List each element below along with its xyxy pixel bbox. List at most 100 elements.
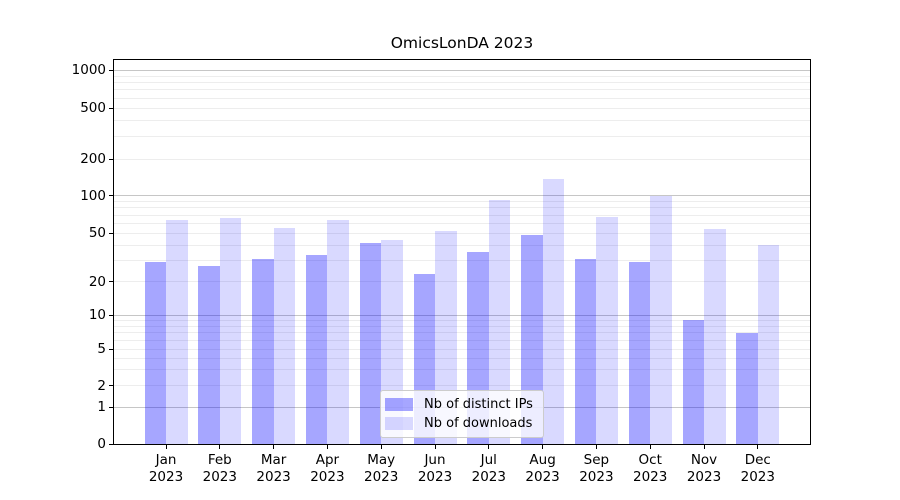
legend-row-distinct-ips: Nb of distinct IPs (385, 395, 537, 414)
bar-downloads-aug (542, 178, 565, 444)
bar-distinct-ips-mar (252, 258, 274, 444)
bar-downloads-nov (704, 229, 726, 444)
y-tick-label: 200 (80, 151, 106, 168)
x-tick-label: Jan 2023 (148, 452, 184, 485)
x-tick-label: Feb 2023 (202, 452, 237, 485)
x-tick (649, 445, 651, 449)
y-tick (109, 348, 113, 350)
gridline-minor (114, 339, 810, 341)
y-tick-label: 1 (97, 399, 106, 416)
bar-distinct-ips-oct (628, 262, 651, 444)
y-tick (109, 107, 113, 109)
bar-downloads-jul (488, 200, 511, 444)
x-tick (595, 445, 597, 449)
gridline-minor (114, 200, 810, 202)
gridline-minor (114, 75, 810, 77)
y-tick-label: 5 (97, 341, 106, 358)
x-tick (703, 445, 705, 449)
gridline-major (114, 314, 810, 316)
y-tick-label: 0 (97, 436, 106, 452)
gridline-minor (114, 214, 810, 216)
x-tick-label: Nov 2023 (686, 452, 722, 485)
y-tick (109, 406, 113, 408)
x-tick (273, 445, 275, 449)
gridline-minor (114, 281, 810, 283)
x-tick (757, 445, 759, 449)
x-tick-label: Jul 2023 (471, 452, 506, 485)
y-tick-label: 20 (88, 273, 106, 290)
gridline-minor (114, 348, 810, 350)
y-tick (109, 314, 113, 316)
bar-downloads-dec (757, 245, 780, 444)
legend-label-distinct-ips: Nb of distinct IPs (424, 397, 533, 412)
y-tick-label: 100 (80, 187, 106, 204)
gridline-minor (114, 136, 810, 138)
x-tick (542, 445, 544, 449)
y-tick (109, 385, 113, 387)
gridline-minor (114, 357, 810, 359)
y-tick-label: 1000 (71, 62, 106, 79)
y-tick-label: 500 (80, 100, 106, 117)
bar-downloads-jan (166, 219, 188, 444)
gridline-minor (114, 332, 810, 334)
y-tick-label: 50 (88, 225, 106, 242)
gridline-minor (114, 107, 810, 109)
gridline-minor (114, 369, 810, 371)
plot-area (113, 59, 811, 445)
bar-distinct-ips-feb (198, 265, 220, 444)
legend-swatch-distinct-ips (385, 398, 413, 411)
bar-downloads-feb (219, 218, 242, 444)
y-tick-label: 10 (88, 307, 106, 323)
gridline-minor (114, 222, 810, 224)
bar-distinct-ips-nov (682, 320, 704, 444)
gridline-minor (114, 325, 810, 327)
x-tick-label: Dec 2023 (740, 452, 775, 485)
bar-distinct-ips-apr (305, 255, 328, 444)
x-tick (165, 445, 167, 449)
y-tick (109, 232, 113, 234)
gridline-minor (114, 385, 810, 387)
y-tick (109, 443, 113, 445)
x-tick-label: Mar 2023 (256, 452, 291, 485)
y-tick (109, 158, 113, 160)
gridline-minor (114, 158, 810, 160)
bar-distinct-ips-dec (736, 332, 758, 444)
bar-downloads-apr (327, 219, 349, 444)
x-tick-label: Aug 2023 (525, 452, 560, 485)
gridline-minor (114, 259, 810, 261)
bar-distinct-ips-sep (574, 258, 597, 444)
legend-row-downloads: Nb of downloads (385, 414, 537, 433)
legend: Nb of distinct IPs Nb of downloads (380, 390, 544, 438)
bar-downloads-mar (273, 228, 296, 444)
y-tick (109, 69, 113, 71)
x-tick-label: Apr 2023 (310, 452, 345, 485)
x-tick-label: Jun 2023 (417, 452, 453, 485)
x-tick (219, 445, 221, 449)
gridline-minor (114, 232, 810, 234)
bar-downloads-sep (596, 217, 618, 444)
legend-swatch-downloads (385, 417, 413, 430)
y-tick (109, 195, 113, 197)
gridline-minor (114, 120, 810, 122)
gridline-minor (114, 207, 810, 209)
gridline-major (114, 69, 810, 71)
gridline-minor (114, 97, 810, 99)
x-tick (326, 445, 328, 449)
x-tick-label: Oct 2023 (633, 452, 668, 485)
gridline-minor (114, 319, 810, 321)
gridline-minor (114, 244, 810, 246)
bar-distinct-ips-jan (144, 262, 166, 444)
legend-label-downloads: Nb of downloads (424, 416, 533, 431)
gridline-minor (114, 89, 810, 91)
bar-distinct-ips-may (359, 242, 382, 444)
y-tick (109, 281, 113, 283)
y-tick-label: 2 (97, 377, 106, 394)
chart-title: OmicsLonDA 2023 (390, 34, 534, 52)
gridline-major (114, 195, 810, 197)
x-tick-label: Sep 2023 (579, 452, 614, 485)
x-tick-label: May 2023 (364, 452, 399, 485)
bar-downloads-oct (650, 195, 672, 444)
x-tick (380, 445, 382, 449)
x-tick (488, 445, 490, 449)
